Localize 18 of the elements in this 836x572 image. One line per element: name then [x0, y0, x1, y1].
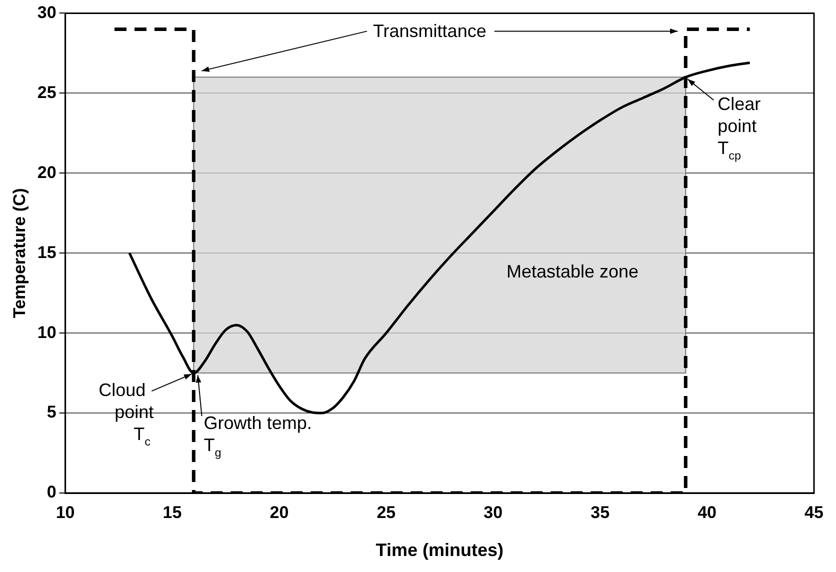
- y-axis-title: Temperature (C): [10, 188, 29, 318]
- y-tick-label: 30: [37, 2, 56, 22]
- x-tick-label: 15: [162, 502, 182, 522]
- x-tick-label: 40: [698, 502, 717, 522]
- x-tick-label: 35: [590, 502, 610, 522]
- y-tick-label: 10: [37, 322, 56, 342]
- y-tick-label: 0: [46, 482, 56, 502]
- x-axis-title: Time (minutes): [376, 540, 504, 560]
- x-tick-label: 20: [270, 502, 289, 522]
- y-tick-label: 5: [46, 402, 56, 422]
- x-tick-label: 45: [804, 502, 824, 522]
- y-tick-label: 15: [37, 242, 56, 262]
- annotation: Transmittance: [372, 21, 486, 42]
- x-tick-label: 30: [484, 502, 503, 522]
- x-tick-label: 25: [376, 502, 396, 522]
- y-tick-label: 20: [37, 162, 56, 182]
- band-label: Metastable zone: [506, 261, 639, 282]
- y-tick-label: 25: [37, 82, 56, 102]
